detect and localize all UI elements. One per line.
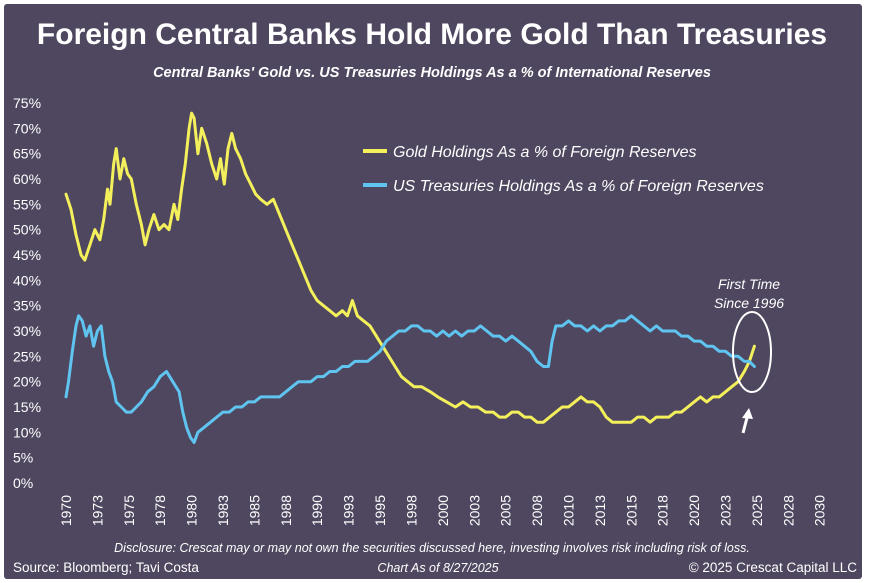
legend-gold-label: Gold Holdings As a % of Foreign Reserves xyxy=(393,144,697,161)
annotation-line2: Since 1996 xyxy=(714,295,784,311)
x-tick-label: 2030 xyxy=(812,495,828,526)
y-tick-label: 55% xyxy=(13,196,41,212)
x-axis: 1970 1973 1975 1978 1980 1983 1985 1988 1990 1993… xyxy=(58,495,828,526)
plot-area xyxy=(64,111,756,444)
chart-date-text: Chart As of 8/27/2025 xyxy=(377,561,498,575)
x-tick-label: 1985 xyxy=(246,495,262,526)
y-tick-label: 75% xyxy=(13,95,41,111)
x-tick-label: 1973 xyxy=(89,495,105,526)
y-tick-label: 45% xyxy=(13,247,41,263)
y-tick-label: 35% xyxy=(13,298,41,314)
chart-frame xyxy=(4,4,862,579)
x-tick-label: 1978 xyxy=(152,495,168,526)
x-tick-label: 2008 xyxy=(529,495,545,526)
x-tick-label: 2010 xyxy=(560,495,576,526)
y-tick-label: 15% xyxy=(13,399,41,415)
legend: Gold Holdings As a % of Foreign Reserves… xyxy=(363,144,764,195)
y-tick-label: 60% xyxy=(13,171,41,187)
y-tick-label: 40% xyxy=(13,272,41,288)
copyright-text: © 2025 Crescat Capital LLC xyxy=(689,560,858,575)
y-tick-label: 5% xyxy=(13,450,33,466)
annotation: First Time Since 1996 xyxy=(714,276,784,434)
y-tick-label: 50% xyxy=(13,222,41,238)
x-tick-label: 1990 xyxy=(309,495,325,526)
x-tick-label: 2018 xyxy=(655,495,671,526)
x-tick-label: 1970 xyxy=(58,495,74,526)
x-tick-label: 1983 xyxy=(215,495,231,526)
annotation-arrow-head xyxy=(742,408,753,419)
x-tick-label: 2000 xyxy=(435,495,451,526)
y-tick-label: 30% xyxy=(13,323,41,339)
y-tick-label: 20% xyxy=(13,374,41,390)
annotation-line1: First Time xyxy=(718,276,780,292)
y-tick-label: 0% xyxy=(13,475,33,491)
legend-treasuries-label: US Treasuries Holdings As a % of Foreign… xyxy=(393,178,764,195)
disclosure-text: Disclosure: Crescat may or may not own t… xyxy=(114,541,750,555)
x-tick-label: 1975 xyxy=(121,495,137,526)
x-tick-label: 2020 xyxy=(686,495,702,526)
x-tick-label: 2003 xyxy=(466,495,482,526)
source-text: Source: Bloomberg; Tavi Costa xyxy=(13,560,199,575)
x-tick-label: 1998 xyxy=(403,495,419,526)
x-tick-label: 2023 xyxy=(718,495,734,526)
chart-title: Foreign Central Banks Hold More Gold Tha… xyxy=(37,18,827,51)
y-tick-label: 10% xyxy=(13,424,41,440)
x-tick-label: 1993 xyxy=(341,495,357,526)
gold-series-line xyxy=(64,111,756,424)
y-tick-label: 25% xyxy=(13,348,41,364)
annotation-ellipse xyxy=(732,311,772,393)
x-tick-label: 2028 xyxy=(780,495,796,526)
treasuries-series-line xyxy=(64,314,756,444)
y-axis: 0% 5% 10% 15% 20% 25% 30% 35% 40% 45% 50% 55% 60% 65%… xyxy=(13,95,41,491)
x-tick-label: 2013 xyxy=(592,495,608,526)
x-tick-label: 2025 xyxy=(749,495,765,526)
x-tick-label: 1988 xyxy=(278,495,294,526)
x-tick-label: 1980 xyxy=(184,495,200,526)
x-tick-label: 2015 xyxy=(623,495,639,526)
x-tick-label: 2005 xyxy=(498,495,514,526)
x-tick-label: 1995 xyxy=(372,495,388,526)
y-tick-label: 65% xyxy=(13,146,41,162)
y-tick-label: 70% xyxy=(13,120,41,136)
chart-subtitle: Central Banks' Gold vs. US Treasuries Ho… xyxy=(153,65,711,81)
